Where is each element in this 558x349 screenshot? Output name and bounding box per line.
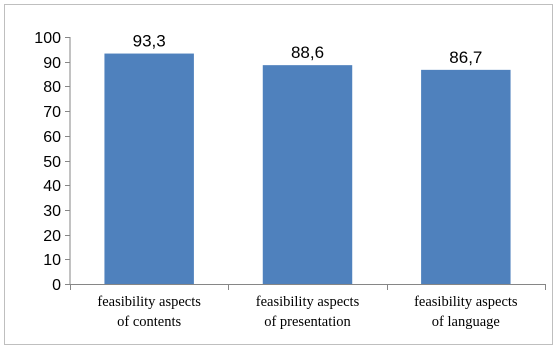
x-category-label: of contents — [117, 314, 181, 330]
y-tick-label: 20 — [43, 228, 61, 245]
x-category-label: of presentation — [264, 314, 351, 330]
x-category-label: feasibility aspects — [414, 294, 518, 310]
y-tick-label: 80 — [43, 79, 61, 96]
y-tick-label: 90 — [43, 55, 61, 72]
y-tick-label: 40 — [43, 178, 61, 195]
y-tick-label: 70 — [43, 104, 61, 121]
bar-value-label: 86,7 — [449, 48, 482, 67]
y-tick-label: 30 — [43, 203, 61, 220]
bar — [104, 53, 194, 285]
y-tick-label: 50 — [43, 154, 61, 171]
x-category-label: feasibility aspects — [256, 294, 360, 310]
y-tick-label: 10 — [43, 252, 61, 269]
x-category-label: of language — [432, 314, 500, 330]
bar — [421, 69, 511, 284]
bars: 93,3 88,6 86,7 — [104, 32, 511, 285]
y-tick-label: 100 — [34, 30, 61, 47]
bar-value-label: 88,6 — [291, 43, 324, 62]
y-axis: 0 10 20 30 40 50 60 70 80 90 100 — [34, 30, 71, 294]
y-tick-label: 60 — [43, 129, 61, 146]
bar — [262, 65, 353, 285]
y-tick-label: 0 — [52, 277, 61, 294]
x-category-label: feasibility aspects — [97, 294, 201, 310]
x-axis: feasibility aspects of contents feasibilit… — [70, 284, 546, 330]
bar-value-label: 93,3 — [133, 32, 166, 51]
